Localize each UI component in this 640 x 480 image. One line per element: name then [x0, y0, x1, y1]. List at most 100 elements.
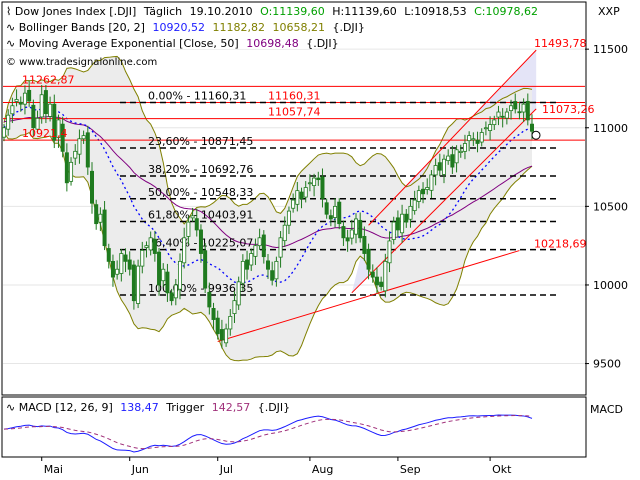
value-label: 10921,4	[22, 127, 68, 140]
watermark: © www.tradesignalonline.com	[6, 57, 157, 68]
candle	[366, 243, 371, 280]
candle-body	[437, 162, 442, 171]
candle	[190, 207, 195, 222]
bollinger-band-fill	[4, 56, 532, 361]
candle	[90, 162, 95, 214]
candle-body	[64, 152, 69, 184]
candle-body	[236, 281, 241, 306]
candle	[148, 231, 153, 256]
fibonacci-label: 0.00% - 11160,31	[148, 90, 246, 103]
candle	[106, 243, 111, 269]
value-labels: 11262,87 11160,31 11057,74 10921,4 11493,78 1…	[22, 37, 595, 250]
candle	[521, 98, 526, 122]
candle	[43, 85, 48, 124]
candle	[467, 131, 472, 152]
candle	[6, 109, 11, 136]
candle	[295, 181, 300, 212]
candle	[496, 105, 501, 126]
candle	[446, 149, 451, 165]
candle-body	[299, 191, 304, 199]
candle	[504, 108, 509, 125]
candle	[14, 89, 19, 107]
candle-body	[257, 237, 262, 247]
candle-body	[22, 92, 27, 105]
legend-row2-upper: 11182,82	[212, 21, 265, 34]
candle-body	[39, 94, 44, 118]
candle	[211, 302, 216, 330]
trend-lines	[217, 49, 537, 343]
candle	[236, 276, 241, 310]
candle	[316, 171, 321, 186]
last-close-marker	[531, 130, 541, 140]
candle-body	[186, 221, 191, 237]
candle-body	[2, 127, 7, 138]
candle	[345, 229, 350, 252]
candle	[437, 153, 442, 177]
candle	[387, 231, 392, 273]
candle	[64, 143, 69, 192]
candle-body	[27, 89, 32, 102]
candle-body	[115, 268, 120, 275]
legend-row1-open: O:11139,60	[260, 5, 325, 18]
candle-body	[483, 127, 488, 130]
candle-body	[450, 154, 455, 168]
value-label: 11160,31	[268, 90, 321, 103]
candle	[77, 129, 82, 164]
candle	[127, 251, 132, 276]
candle-body	[509, 105, 514, 112]
candle-body	[173, 284, 178, 299]
candle-body	[52, 103, 57, 141]
candle	[253, 238, 258, 265]
candle	[119, 248, 124, 282]
candle	[408, 199, 413, 228]
candle-body	[228, 315, 233, 330]
candle	[186, 216, 191, 245]
candle	[454, 145, 459, 173]
candle-body	[517, 111, 522, 114]
candle	[471, 132, 476, 146]
candle-body	[307, 182, 312, 185]
candle-body	[14, 99, 19, 102]
macd-line	[3, 414, 533, 453]
candle-body	[169, 292, 174, 302]
candle	[400, 204, 405, 243]
candle-body	[362, 235, 367, 254]
bollinger-upper-line	[3, 55, 533, 225]
svg-text:∿ Bollinger Bands [20, 2: ∿ Bollinger Bands [20, 2] 10920,52 11182…	[6, 21, 365, 34]
candle-body	[353, 218, 358, 235]
candle	[110, 254, 115, 287]
candle	[98, 207, 103, 232]
candle-body	[467, 135, 472, 142]
macd-axis-label: MACD	[590, 403, 623, 416]
candle-body	[496, 111, 501, 118]
candle-body	[324, 202, 329, 215]
candle	[479, 128, 484, 147]
candle-body	[215, 317, 220, 335]
xxp-label: XXP	[598, 5, 620, 18]
candle	[458, 144, 463, 158]
candle	[270, 261, 275, 286]
candle	[324, 198, 329, 219]
candle-body	[513, 101, 518, 110]
svg-text:∿ MACD [12, 26, 9]: ∿ MACD [12, 26, 9] 138,47 Trigger 142,57…	[6, 401, 290, 414]
candle-body	[525, 100, 530, 121]
candle-body	[194, 218, 199, 231]
candle-body	[374, 276, 379, 286]
y-tick-label: 11000	[593, 122, 628, 135]
candle	[173, 278, 178, 306]
ema-50-line	[3, 115, 533, 248]
macd-legend-icon: ∿	[6, 401, 15, 414]
candle-body	[18, 101, 23, 105]
candle	[299, 187, 304, 209]
candle-body	[211, 307, 216, 320]
candle-body	[102, 209, 107, 247]
candle	[240, 254, 245, 291]
candle-body	[43, 90, 48, 115]
candle	[115, 260, 120, 280]
candle	[27, 80, 32, 107]
x-tick-label: Mai	[44, 463, 63, 476]
legend-row2-mid: 10920,52	[152, 21, 205, 34]
macd-legend-symbol: {.DJI}	[258, 401, 290, 414]
x-tick-label: Sep	[400, 463, 421, 476]
candle-body	[475, 139, 480, 144]
